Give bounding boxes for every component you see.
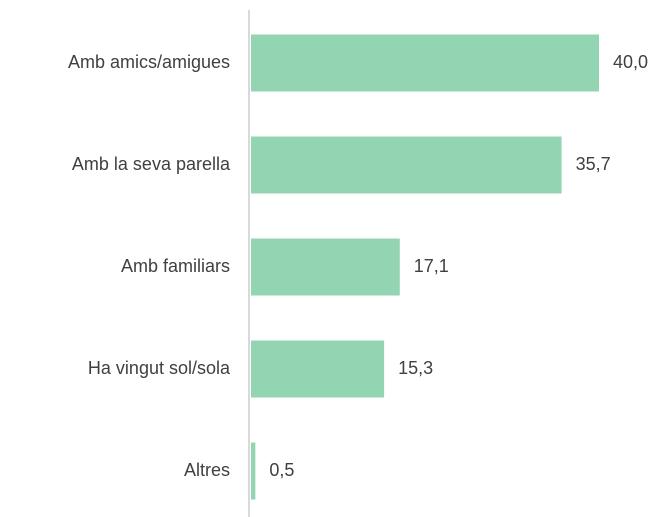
- value-label: 40,0: [613, 52, 648, 72]
- bar: [251, 238, 400, 296]
- bar: [251, 340, 385, 398]
- category-label: Amb la seva parella: [72, 154, 231, 174]
- category-label: Amb familiars: [121, 256, 230, 276]
- category-label: Amb amics/amigues: [68, 52, 230, 72]
- value-label: 15,3: [398, 358, 433, 378]
- value-label: 0,5: [269, 460, 294, 480]
- value-label: 35,7: [576, 154, 611, 174]
- category-label: Ha vingut sol/sola: [88, 358, 231, 378]
- bar: [251, 136, 562, 194]
- bar: [251, 442, 256, 500]
- category-label: Altres: [184, 460, 230, 480]
- value-label: 17,1: [414, 256, 449, 276]
- bar: [251, 34, 599, 92]
